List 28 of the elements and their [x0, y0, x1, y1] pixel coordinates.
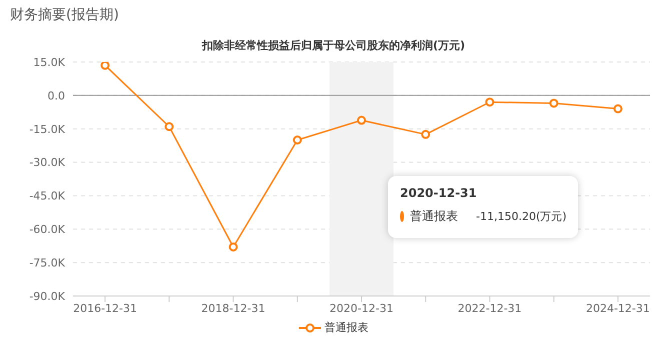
y-tick-label: 15.0K: [33, 56, 66, 69]
y-tick-label: -75.0K: [29, 256, 66, 270]
point: [228, 242, 238, 252]
y-tick-label: 0.0: [48, 89, 65, 102]
annotation: 2020-12-31: [400, 186, 478, 200]
x-tick-label: 2022-12-31: [458, 302, 522, 315]
point: [485, 98, 494, 107]
point: [100, 62, 110, 70]
x-tick-label: 2024-12-31: [586, 302, 650, 315]
x-tick-label: 2016-12-31: [73, 302, 138, 315]
y-tick-label: -15.0K: [29, 122, 66, 136]
y-tick-label: -90.0K: [29, 290, 66, 303]
y-tick-label: -45.0K: [29, 190, 66, 203]
point: [292, 136, 302, 144]
x-tick-label: 2018-12-31: [201, 302, 266, 315]
point: [164, 122, 174, 132]
chart-subtitle: 扣除非经常性损益后归属于母公司股东的净利润(万元): [200, 38, 466, 53]
point: [613, 104, 622, 114]
y-tick-label: -60.0K: [29, 223, 66, 236]
legend-label: 普通报表: [324, 320, 368, 335]
y-tick-label: -30.0K: [29, 156, 66, 170]
point: [357, 116, 366, 125]
x-tick-label: 2020-12-31: [330, 302, 394, 315]
annotation: -11,150.20(万元): [476, 209, 567, 224]
point: [421, 130, 430, 139]
point: [549, 98, 558, 108]
chart-title: 财务摘要(报告期): [10, 6, 119, 24]
annotation: 普通报表: [410, 208, 458, 225]
